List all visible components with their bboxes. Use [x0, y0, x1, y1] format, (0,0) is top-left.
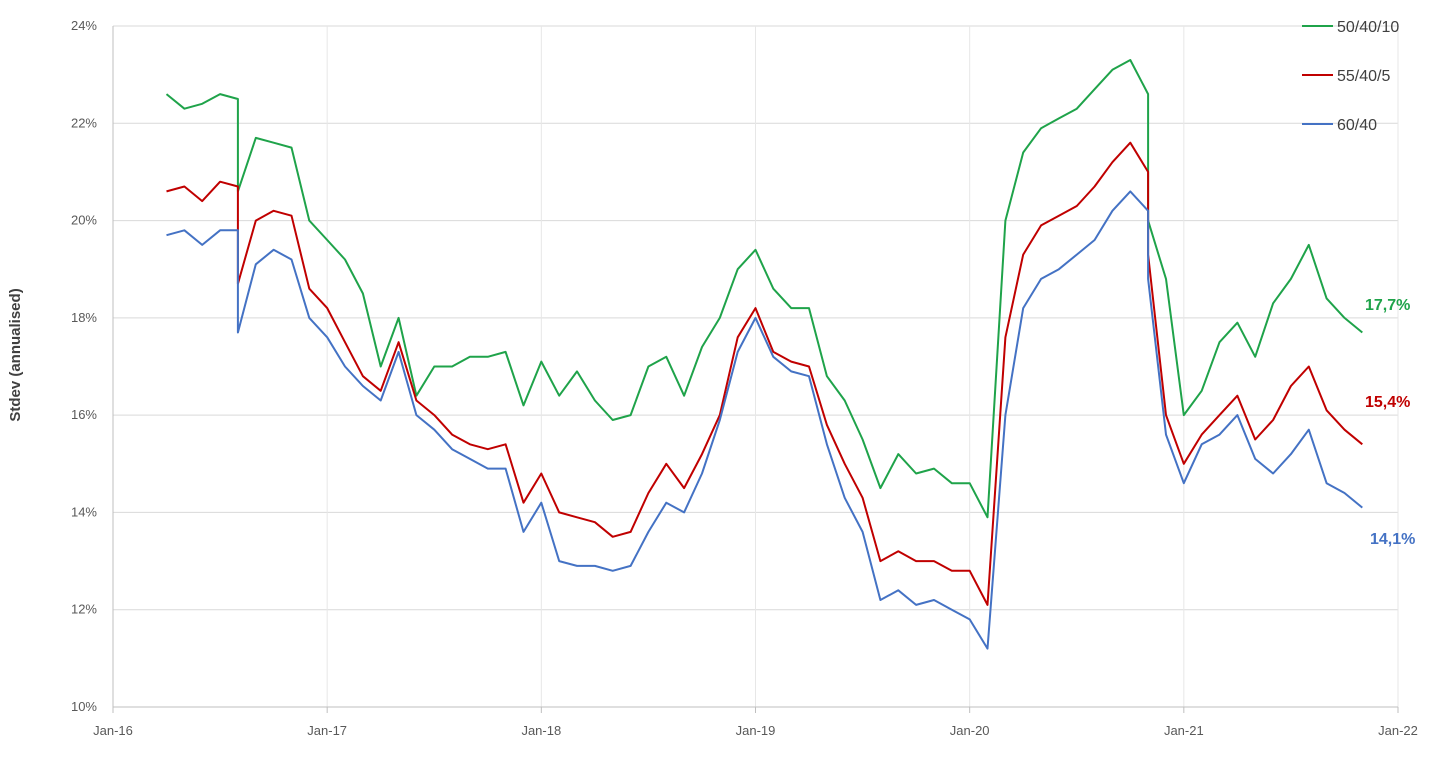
y-tick-label: 22%	[71, 115, 97, 130]
series-lines	[165, 59, 1363, 650]
y-tick-label: 24%	[71, 18, 97, 33]
legend: 50/40/10 55/40/5 60/40	[1302, 19, 1399, 134]
y-tick-label: 18%	[71, 310, 97, 325]
series-line-60-40	[166, 190, 1363, 650]
x-tick-label: Jan-18	[521, 723, 561, 738]
series-line-55-40-5	[166, 141, 1363, 606]
legend-label: 60/40	[1337, 117, 1377, 134]
x-tick-label: Jan-19	[736, 723, 776, 738]
y-tick-label: 20%	[71, 213, 97, 228]
x-tick-label: Jan-21	[1164, 723, 1204, 738]
series-end-value-label: 17,7%	[1365, 297, 1410, 314]
gridlines	[113, 25, 1399, 707]
series-line-50-40-10	[165, 59, 1363, 519]
legend-label: 50/40/10	[1337, 19, 1399, 36]
y-tick-label: 16%	[71, 407, 97, 422]
x-tick-label: Jan-22	[1378, 723, 1418, 738]
axes: 10% 12% 14% 16% 18% 20% 22% 24% Jan-16 Jan-17 Jan-…	[71, 18, 1418, 738]
series-end-value-label: 14,1%	[1370, 531, 1415, 548]
legend-label: 55/40/5	[1337, 68, 1390, 85]
end-labels: 17,7% 15,4% 14,1%	[1365, 297, 1415, 548]
x-tick-label: Jan-17	[307, 723, 347, 738]
x-tick-label: Jan-20	[950, 723, 990, 738]
x-tick-label: Jan-16	[93, 723, 133, 738]
y-tick-label: 12%	[71, 602, 97, 617]
series-end-value-label: 15,4%	[1365, 394, 1410, 411]
y-axis-title: Stdev (annualised)	[7, 288, 24, 421]
y-tick-label: 14%	[71, 504, 97, 519]
y-tick-label: 10%	[71, 699, 97, 714]
